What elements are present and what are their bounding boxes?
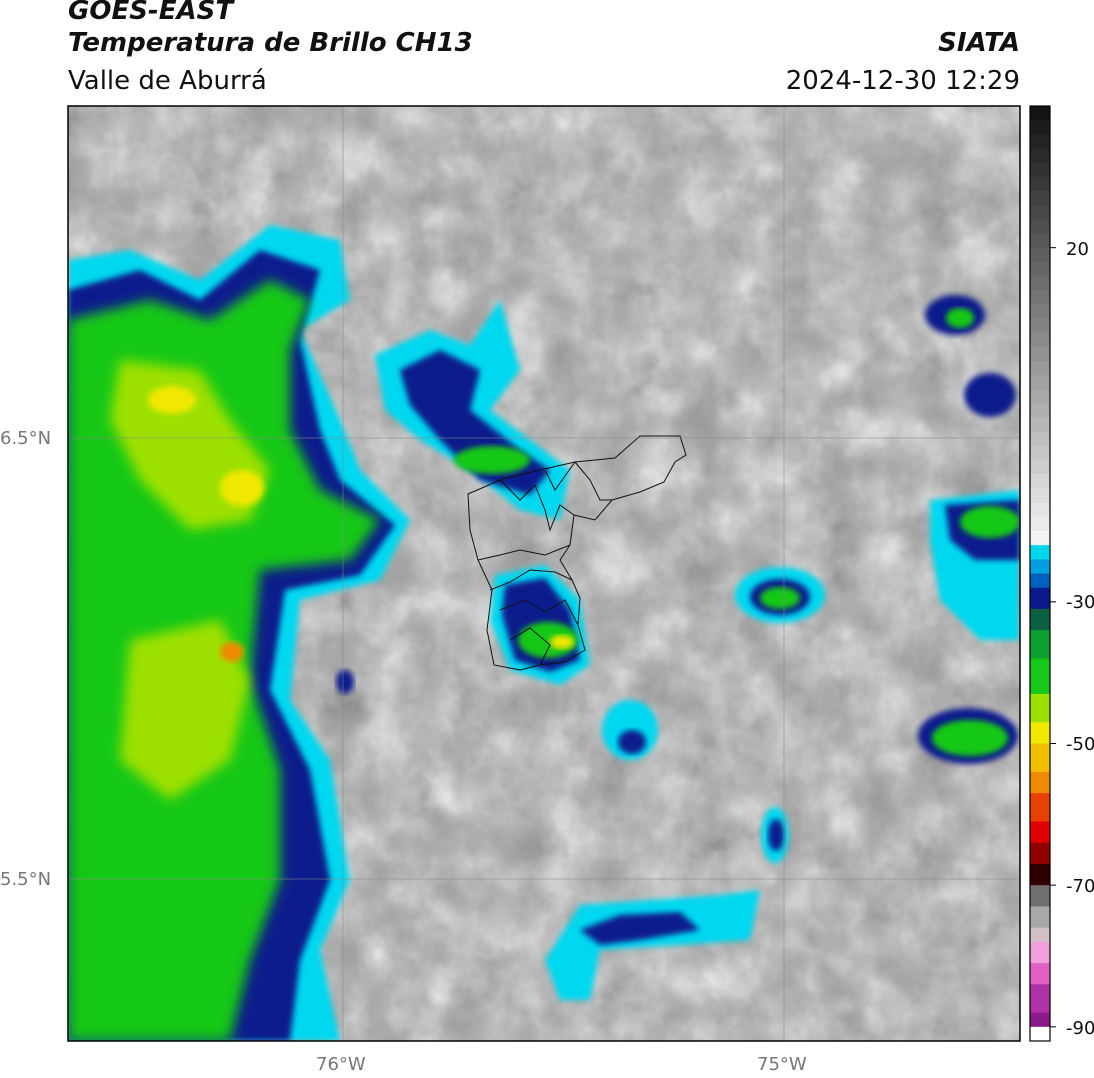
map-frame bbox=[67, 105, 1021, 1042]
colorbar-segment bbox=[1030, 771, 1050, 794]
lat-label-5-5n: 5.5°N bbox=[0, 869, 52, 890]
product-title: Temperatura de Brillo CH13 bbox=[68, 28, 473, 58]
colorbar-segment bbox=[1030, 906, 1050, 929]
colorbar-tick-minus30: -30 bbox=[1066, 592, 1094, 613]
colorbar-segment bbox=[1030, 842, 1050, 865]
colorbar-segment bbox=[1030, 658, 1050, 695]
colorbar-segment bbox=[1030, 120, 1050, 135]
lat-label-6-5n: 6.5°N bbox=[0, 428, 52, 449]
timestamp-label: 2024-12-30 12:29 bbox=[785, 66, 1020, 96]
colorbar-segment bbox=[1030, 205, 1050, 220]
colorbar-segment bbox=[1030, 793, 1050, 822]
imagery-layer bbox=[68, 106, 1020, 1041]
colorbar-tick-minus70: -70 bbox=[1066, 876, 1094, 897]
colorbar-segment bbox=[1030, 290, 1050, 305]
lon-label-75w: 75°W bbox=[757, 1054, 807, 1075]
cloud-mass-west bbox=[68, 225, 410, 1041]
lon-label-76w: 76°W bbox=[316, 1054, 366, 1075]
cloud-band-central bbox=[375, 300, 590, 685]
colorbar-segment bbox=[1030, 304, 1050, 319]
colorbar-segment bbox=[1030, 488, 1050, 504]
colorbar-segment bbox=[1030, 927, 1050, 943]
colorbar-segment bbox=[1030, 106, 1050, 121]
colorbar-segment bbox=[1030, 233, 1050, 249]
colorbar-segment bbox=[1030, 502, 1050, 518]
colorbar-segment bbox=[1030, 403, 1050, 419]
region-subtitle: Valle de Aburrá bbox=[68, 66, 267, 96]
satellite-title: GOES-EAST bbox=[68, 0, 234, 26]
municipal-boundaries bbox=[467, 435, 687, 671]
colorbar-segment bbox=[1030, 559, 1050, 574]
colorbar-segment bbox=[1030, 1026, 1050, 1042]
colorbar-segment bbox=[1030, 191, 1050, 206]
colorbar-segment bbox=[1030, 148, 1050, 164]
gridlines bbox=[68, 106, 1020, 1041]
colorbar-frame bbox=[1029, 105, 1051, 1042]
organization-label: SIATA bbox=[938, 28, 1020, 58]
colorbar-segment bbox=[1030, 516, 1050, 532]
colorbar-segment bbox=[1030, 318, 1050, 334]
colorbar-segment bbox=[1030, 573, 1050, 589]
colorbar-segment bbox=[1030, 885, 1050, 907]
colorbar-segment bbox=[1030, 375, 1050, 390]
colorbar-segment bbox=[1030, 261, 1050, 277]
colorbar-segment bbox=[1030, 863, 1050, 886]
colorbar-segment bbox=[1030, 941, 1050, 964]
colorbar bbox=[1030, 106, 1050, 1042]
colorbar-segment bbox=[1030, 460, 1050, 475]
colorbar-segment bbox=[1030, 630, 1050, 659]
colorbar-tick-20: 20 bbox=[1066, 239, 1089, 260]
colorbar-segment bbox=[1030, 219, 1050, 234]
colorbar-segment bbox=[1030, 1012, 1050, 1028]
colorbar-segment bbox=[1030, 963, 1050, 985]
colorbar-segment bbox=[1030, 332, 1050, 348]
colorbar-segment bbox=[1030, 346, 1050, 362]
colorbar-segment bbox=[1030, 984, 1050, 1014]
colorbar-segment bbox=[1030, 162, 1050, 178]
colorbar-segment bbox=[1030, 743, 1050, 773]
colorbar-tick-minus90: -90 bbox=[1066, 1018, 1094, 1039]
colorbar-segment bbox=[1030, 474, 1050, 489]
colorbar-segment bbox=[1030, 608, 1050, 631]
colorbar-segment bbox=[1030, 587, 1050, 610]
colorbar-segment bbox=[1030, 531, 1050, 546]
colorbar-segment bbox=[1030, 693, 1050, 723]
colorbar-segment bbox=[1030, 389, 1050, 404]
colorbar-segment bbox=[1030, 431, 1050, 447]
colorbar-segment bbox=[1030, 361, 1050, 376]
colorbar-segment bbox=[1030, 276, 1050, 291]
colorbar-segment bbox=[1030, 176, 1050, 192]
colorbar-segment bbox=[1030, 134, 1050, 149]
colorbar-segment bbox=[1030, 247, 1050, 263]
colorbar-segment bbox=[1030, 545, 1050, 560]
colorbar-ticks bbox=[1050, 247, 1056, 1028]
colorbar-segment bbox=[1030, 722, 1050, 744]
cloud-cells-east bbox=[336, 295, 1020, 1000]
colorbar-segment bbox=[1030, 821, 1050, 844]
colorbar-segment bbox=[1030, 417, 1050, 433]
colorbar-segment bbox=[1030, 446, 1050, 461]
colorbar-tick-minus50: -50 bbox=[1066, 734, 1094, 755]
